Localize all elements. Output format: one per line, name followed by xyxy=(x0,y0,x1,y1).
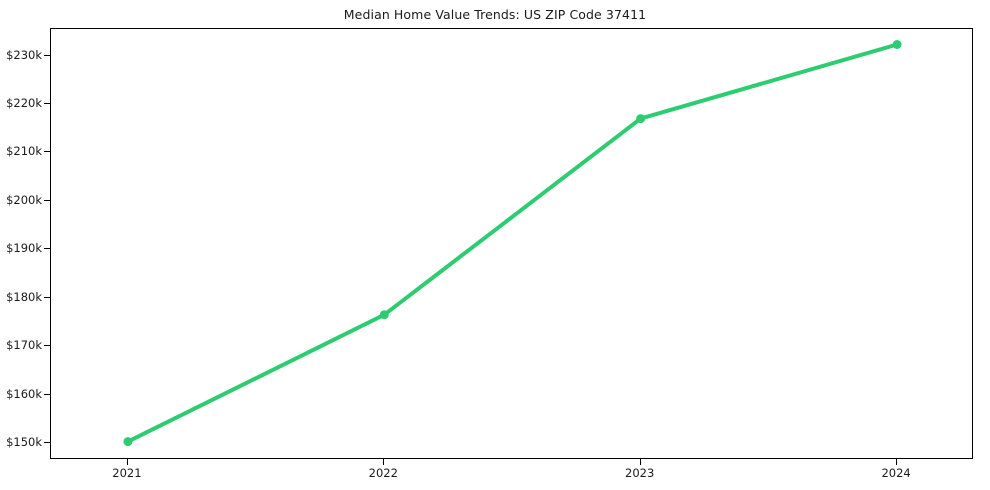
y-axis-tick-mark xyxy=(44,55,50,56)
data-point-marker xyxy=(892,40,902,49)
data-point-markers xyxy=(123,40,902,447)
x-axis-tick-mark xyxy=(640,459,641,465)
x-axis-tick-label: 2021 xyxy=(112,466,142,480)
y-axis-tick-label: $170k xyxy=(6,338,42,353)
x-axis-tick-mark xyxy=(127,459,128,465)
y-axis-tick-mark xyxy=(44,248,50,249)
data-point-marker xyxy=(379,310,389,320)
y-axis-tick-label: $190k xyxy=(6,241,42,256)
data-point-marker xyxy=(636,114,646,124)
y-axis-tick-label: $160k xyxy=(6,386,42,401)
y-axis-tick-mark xyxy=(44,297,50,298)
data-point-marker xyxy=(123,437,133,447)
x-axis-tick-label: 2022 xyxy=(368,466,398,480)
y-axis-tick-mark xyxy=(44,394,50,395)
x-axis-tick-label: 2023 xyxy=(625,466,655,480)
y-axis-tick-label: $210k xyxy=(6,144,42,159)
data-line-median-home-value xyxy=(125,42,900,444)
y-axis-tick-mark xyxy=(44,442,50,443)
line-chart-svg xyxy=(123,40,902,447)
y-axis-tick-mark xyxy=(44,151,50,152)
y-axis-tick-label: $230k xyxy=(6,47,42,62)
y-axis-tick-labels: $150k $160k $170k $180k $190k $200k $210k $220k… xyxy=(0,0,42,490)
y-axis-tick-label: $200k xyxy=(6,192,42,207)
y-axis-tick-mark xyxy=(44,345,50,346)
y-axis-tick-label: $220k xyxy=(6,96,42,111)
plot-area xyxy=(50,28,973,459)
y-axis-tick-mark xyxy=(44,103,50,104)
y-axis-tick-label: $150k xyxy=(6,435,42,450)
x-axis-tick-mark xyxy=(383,459,384,465)
chart-title: Median Home Value Trends: US ZIP Code 37… xyxy=(343,7,647,22)
y-axis-tick-label: $180k xyxy=(6,289,42,304)
y-axis-tick-mark xyxy=(44,200,50,201)
x-axis-tick-label: 2024 xyxy=(881,466,911,480)
x-axis-tick-mark xyxy=(896,459,897,465)
